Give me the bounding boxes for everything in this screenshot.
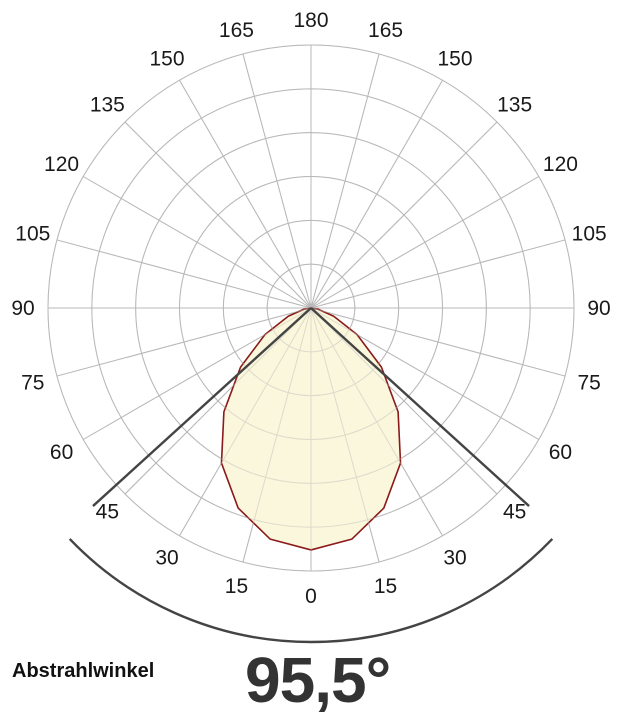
polar-grid-overlay xyxy=(47,44,575,572)
angle-label-90: 90 xyxy=(11,297,34,320)
grid-spoke xyxy=(82,176,312,309)
grid-spoke xyxy=(310,307,380,563)
angle-label-150: 150 xyxy=(149,48,184,71)
angle-label-105: 105 xyxy=(15,222,50,245)
angle-label-15: 15 xyxy=(225,575,248,598)
beam-angle-value: 95,5° xyxy=(245,644,391,716)
grid-spoke xyxy=(310,176,540,309)
beam-line-left xyxy=(92,307,312,507)
grid-spoke xyxy=(310,53,380,309)
grid-spoke xyxy=(310,307,443,537)
angle-label-165: 165 xyxy=(368,19,403,42)
angle-label-180: 180 xyxy=(293,9,328,32)
angle-label-45: 45 xyxy=(503,501,526,524)
angle-label-60: 60 xyxy=(50,441,73,464)
grid-spoke xyxy=(242,53,312,309)
grid-spoke xyxy=(310,121,498,309)
grid-spoke xyxy=(310,239,566,309)
angle-label-30: 30 xyxy=(443,546,466,569)
grid-spoke xyxy=(179,307,312,537)
angle-label-135: 135 xyxy=(90,93,125,116)
angle-label-60: 60 xyxy=(549,441,572,464)
grid-ring xyxy=(179,176,443,440)
grid-spoke xyxy=(310,307,498,495)
grid-spoke xyxy=(56,307,312,377)
angle-label-90: 90 xyxy=(587,297,610,320)
angle-label-120: 120 xyxy=(543,153,578,176)
grid-spoke xyxy=(310,53,380,309)
angle-label-105: 105 xyxy=(572,222,607,245)
grid-spoke xyxy=(310,79,443,309)
grid-ring xyxy=(222,219,400,397)
grid-spoke xyxy=(310,239,566,309)
angle-label-135: 135 xyxy=(497,93,532,116)
angle-label-120: 120 xyxy=(44,153,79,176)
angle-label-75: 75 xyxy=(21,372,44,395)
grid-ring xyxy=(91,88,531,528)
angle-labels: 0 15 30 45 60 75 90 105 120 135 150 165 180 15 30 45 60 7… xyxy=(11,9,610,608)
grid-spoke xyxy=(179,79,312,309)
grid-spoke xyxy=(82,176,312,309)
distribution-curve-layer xyxy=(220,307,402,551)
beam-line-right xyxy=(310,307,530,507)
grid-spoke xyxy=(82,307,312,440)
grid-ring xyxy=(266,263,356,353)
beam-angle-arc xyxy=(68,538,554,644)
angle-label-150: 150 xyxy=(437,48,472,71)
grid-spoke xyxy=(124,307,312,495)
grid-spoke xyxy=(179,79,312,309)
grid-spoke xyxy=(310,307,566,377)
angle-label-15: 15 xyxy=(374,575,397,598)
grid-spoke xyxy=(310,307,540,440)
angle-label-75: 75 xyxy=(578,372,601,395)
grid-spoke xyxy=(56,307,312,377)
grid-ring xyxy=(135,132,487,484)
angle-label-0: 0 xyxy=(305,585,317,608)
angle-label-165: 165 xyxy=(219,19,254,42)
grid-spoke xyxy=(124,121,312,309)
angle-label-30: 30 xyxy=(155,546,178,569)
grid-spoke xyxy=(310,176,540,309)
grid-spoke xyxy=(124,121,312,309)
grid-spoke xyxy=(56,239,312,309)
grid-spoke xyxy=(310,121,498,309)
grid-spoke xyxy=(242,307,312,563)
grid-spoke xyxy=(310,307,566,377)
angle-label-45: 45 xyxy=(96,501,119,524)
grid-spoke xyxy=(56,239,312,309)
grid-ring xyxy=(47,44,575,572)
beam-angle-indicator xyxy=(68,307,554,644)
caption-label: Abstrahlwinkel xyxy=(12,660,155,682)
grid-spoke xyxy=(242,53,312,309)
distribution-curve xyxy=(220,307,402,551)
grid-spoke xyxy=(310,79,443,309)
